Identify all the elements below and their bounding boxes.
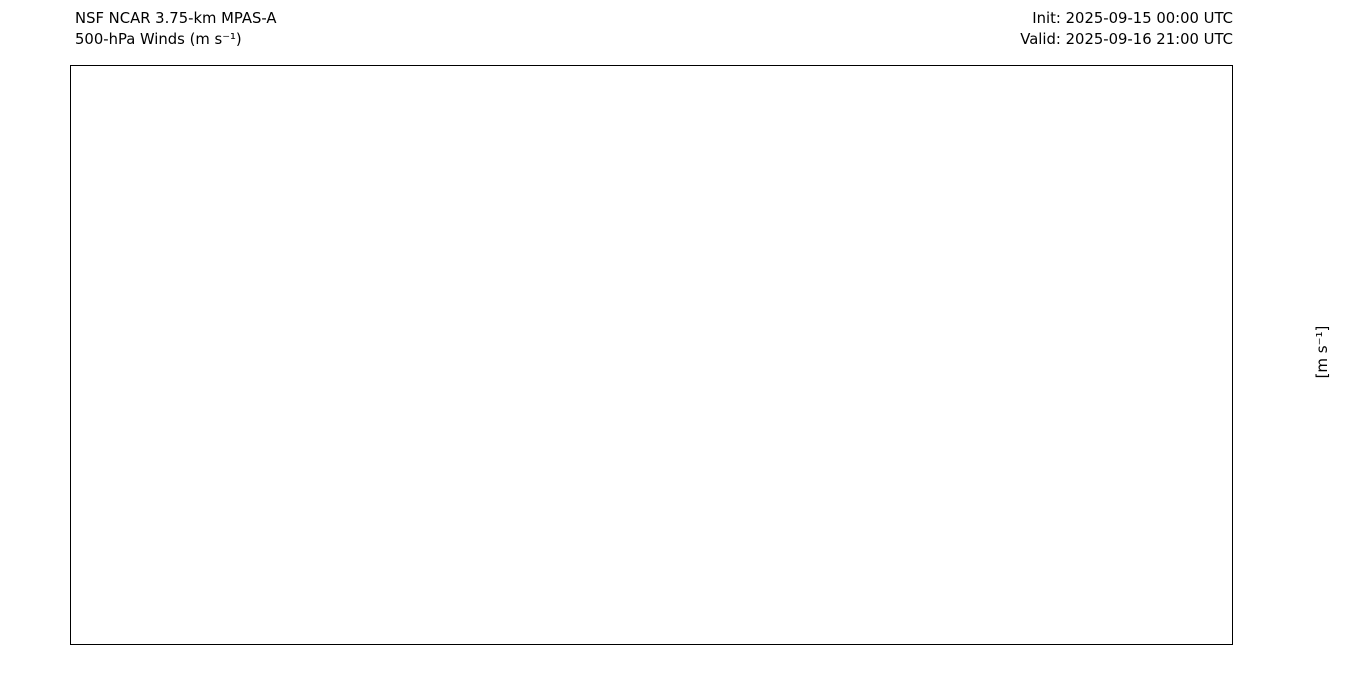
valid-time-label: Valid: 2025-09-16 21:00 UTC xyxy=(1020,31,1233,48)
plot-title-line2: 500-hPa Winds (m s⁻¹) xyxy=(75,31,242,48)
map-frame xyxy=(70,65,1233,645)
plot-title-line1: NSF NCAR 3.75-km MPAS-A xyxy=(75,10,277,27)
run-times: Init: 2025-09-15 00:00 UTC Valid: 2025-0… xyxy=(833,8,1233,50)
colorbar-label: [m s⁻¹] xyxy=(1313,325,1331,379)
map-canvas xyxy=(71,66,1232,644)
colorbar xyxy=(1245,95,1351,640)
init-time-label: Init: 2025-09-15 00:00 UTC xyxy=(1032,10,1233,27)
plot-title: NSF NCAR 3.75-km MPAS-A 500-hPa Winds (m… xyxy=(75,8,277,50)
